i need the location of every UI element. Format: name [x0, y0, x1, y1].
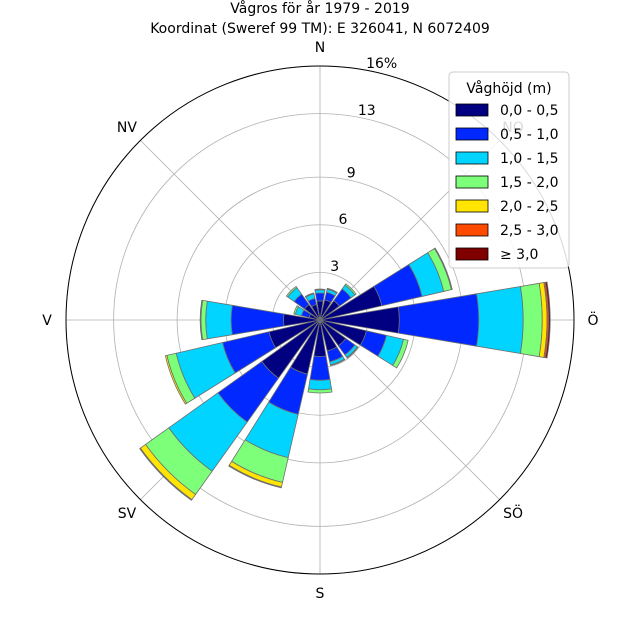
- legend-swatch-3: [455, 151, 489, 165]
- bar-sector-6-bin-4: [392, 338, 409, 369]
- direction-label-3: Ö: [587, 311, 598, 329]
- direction-label-4: SÖ: [503, 504, 523, 522]
- legend-swatch-1: [455, 103, 489, 117]
- bar-sector-9-bin-2: [309, 355, 331, 381]
- ring-label-4: 13: [358, 103, 376, 119]
- bar-sector-1-bin-2: [315, 292, 325, 302]
- polar-frame: [65, 65, 575, 575]
- legend-swatch-7: [455, 247, 489, 261]
- direction-label-7: V: [42, 313, 52, 329]
- legend-title: Våghöjd (m): [466, 80, 551, 97]
- legend-label-7: ≥ 3,0: [500, 247, 538, 263]
- legend-swatch-2: [455, 127, 489, 141]
- ring-label-5: 16%: [366, 56, 397, 72]
- legend-swatch-5: [455, 199, 489, 213]
- rose-bars: [139, 247, 551, 501]
- direction-label-8: NV: [117, 120, 137, 136]
- ring-labels: 3 6 9 13 16%: [330, 56, 397, 275]
- legend-label-5: 2,0 - 2,5: [500, 199, 558, 215]
- bar-sector-1-bin-4: [314, 288, 326, 291]
- direction-label-6: SV: [118, 506, 137, 522]
- legend: Våghöjd (m) 0,0 - 0,5 0,5 - 1,0 1,0 - 1,5 1…: [448, 71, 570, 269]
- legend-label-2: 0,5 - 1,0: [500, 127, 558, 143]
- ring-label-1: 3: [330, 259, 339, 275]
- bar-sector-5-bin-3: [476, 286, 524, 354]
- bar-sector-13-bin-5: [199, 299, 203, 341]
- bar-sector-12-bin-5: [164, 354, 188, 405]
- bar-sector-4-bin-5: [434, 247, 453, 291]
- bar-sector-14-bin-4: [293, 305, 299, 315]
- legend-items: 0,0 - 0,5 0,5 - 1,0 1,0 - 1,5 1,5 - 2,0 2,0 …: [455, 103, 558, 263]
- grid-spoke-8: [140, 140, 321, 321]
- bar-sector-3-bin-4: [344, 283, 357, 296]
- chart-subtitle: Koordinat (Sweref 99 TM): E 326041, N 60…: [150, 21, 490, 37]
- legend-label-6: 2,5 - 3,0: [500, 223, 558, 239]
- ring-label-3: 9: [347, 165, 356, 181]
- bar-sector-5-bin-7: [545, 281, 551, 359]
- bar-sector-9-bin-3: [308, 379, 332, 391]
- bar-sector-5-bin-4: [520, 282, 543, 358]
- outer-circle: [65, 65, 575, 575]
- bar-sector-13-bin-3: [205, 300, 233, 340]
- direction-label-5: S: [316, 586, 325, 602]
- ring-label-2: 6: [339, 212, 348, 228]
- legend-swatch-6: [455, 223, 489, 237]
- legend-label-3: 1,0 - 1,5: [500, 151, 558, 167]
- legend-box: [448, 71, 570, 269]
- legend-swatch-4: [455, 175, 489, 189]
- bar-sector-5-bin-2: [397, 293, 480, 347]
- bar-sector-7-bin-4: [346, 346, 359, 359]
- legend-label-1: 0,0 - 0,5: [500, 103, 558, 119]
- bar-sector-16-bin-4: [304, 292, 315, 298]
- direction-label-1: N: [315, 40, 325, 56]
- bar-sector-10-bin-6: [228, 464, 282, 489]
- bar-sector-9-bin-4: [307, 388, 333, 394]
- bar-sector-15-bin-4: [285, 285, 298, 298]
- bar-sector-11-bin-6: [139, 447, 193, 501]
- chart-title: Vågros för år 1979 - 2019: [230, 0, 409, 17]
- bar-sector-2-bin-4: [326, 287, 338, 294]
- legend-label-4: 1,5 - 2,0: [500, 175, 558, 191]
- bar-sector-8-bin-4: [329, 358, 346, 367]
